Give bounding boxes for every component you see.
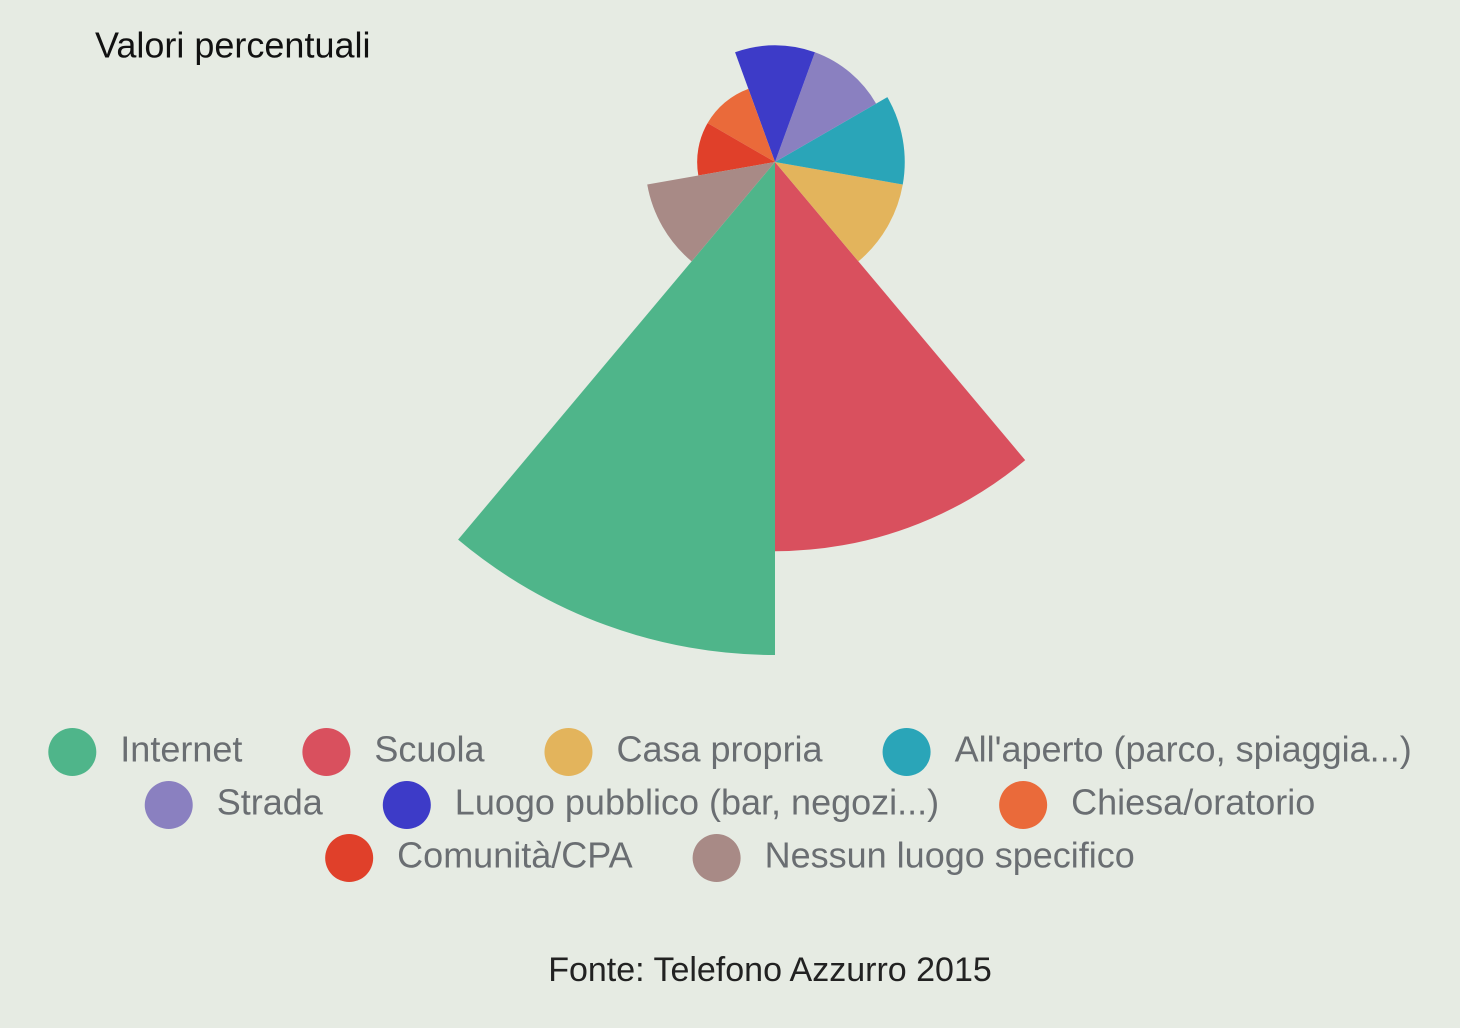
source-note: Fonte: Telefono Azzurro 2015: [548, 951, 992, 989]
legend-marker: [145, 781, 193, 829]
legend-marker: [302, 728, 350, 776]
legend-label: Strada: [217, 782, 324, 823]
legend-label: All'aperto (parco, spiaggia...): [955, 729, 1412, 770]
legend-marker: [544, 728, 592, 776]
legend-label: Scuola: [374, 729, 485, 770]
legend-label: Casa propria: [616, 729, 823, 770]
legend-label: Luogo pubblico (bar, negozi...): [455, 782, 939, 823]
legend-label: Comunità/CPA: [397, 835, 632, 876]
legend-marker: [999, 781, 1047, 829]
page: Valori percentuali Internet Scuola Casa pr…: [0, 0, 1460, 1028]
chart: Valori percentuali Internet Scuola Casa pr…: [0, 0, 1460, 1028]
chart-subtitle: Valori percentuali: [95, 25, 370, 66]
legend-label: Internet: [120, 729, 242, 770]
legend-marker: [693, 834, 741, 882]
legend-marker: [48, 728, 96, 776]
legend-marker: [325, 834, 373, 882]
legend-marker: [883, 728, 931, 776]
legend-label: Chiesa/oratorio: [1071, 782, 1315, 823]
legend-label: Nessun luogo specifico: [765, 835, 1135, 876]
legend-marker: [383, 781, 431, 829]
